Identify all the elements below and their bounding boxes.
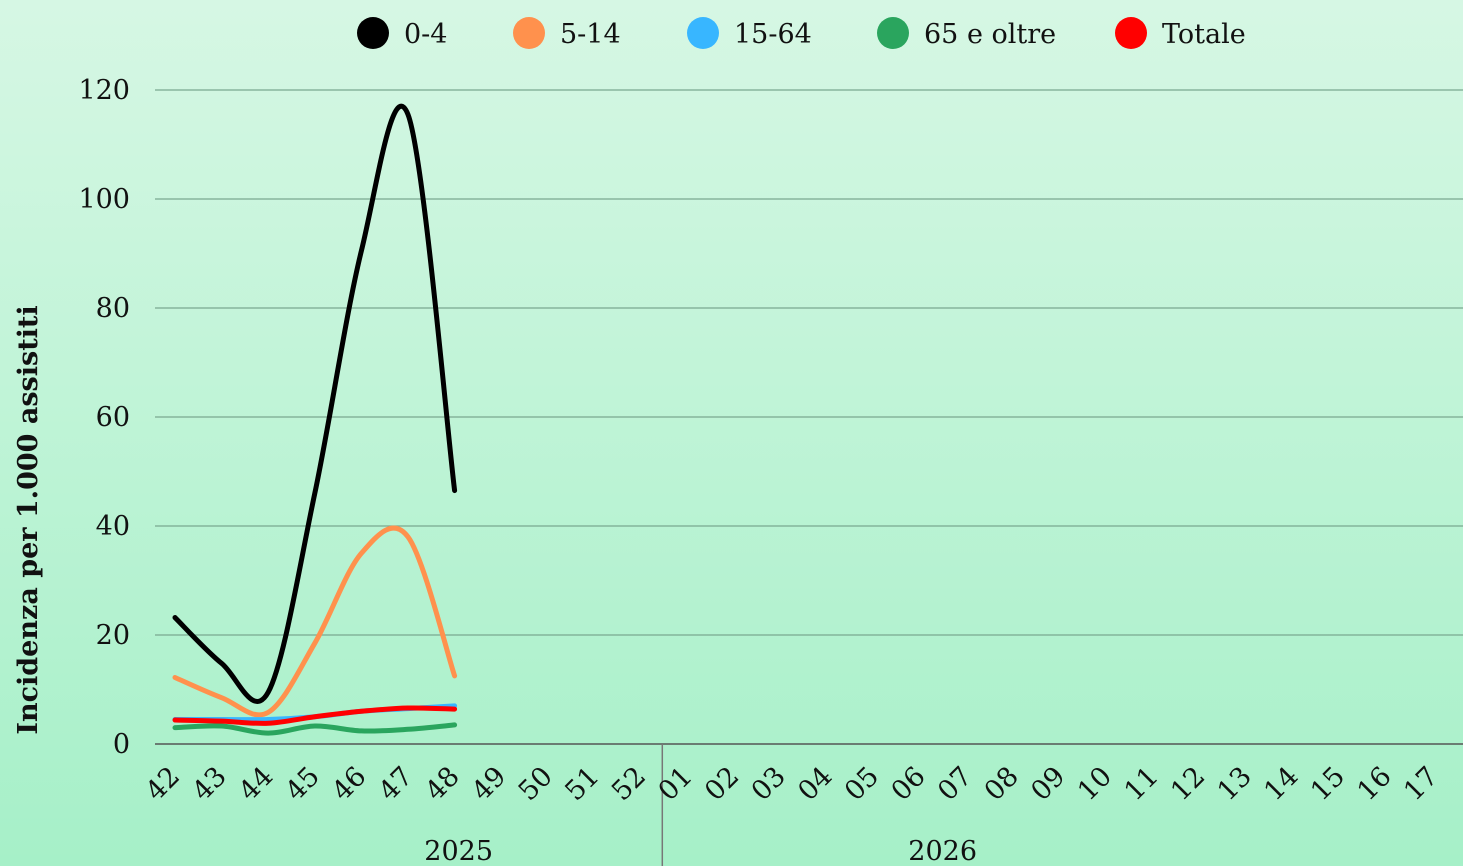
- legend-marker-65-e-oltre: [877, 17, 909, 49]
- x-tick-label: 15: [1305, 761, 1351, 807]
- legend-label-15-64: 15-64: [734, 19, 812, 50]
- legend: 0-4 5-14 15-64 65 e oltre Totale: [357, 17, 1246, 50]
- y-gridlines: [155, 89, 1463, 745]
- x-tick-label: 09: [1025, 761, 1071, 807]
- series-line-65-e-oltre: [172, 722, 458, 736]
- series-line-totale: [172, 705, 458, 726]
- x-tick-label: 17: [1398, 761, 1444, 807]
- y-axis-label: Incidenza per 1.000 assistiti: [13, 305, 44, 734]
- x-tick-label: 11: [1118, 761, 1164, 807]
- x-tick-label: 02: [699, 761, 745, 807]
- y-tick-label: 120: [78, 75, 130, 106]
- legend-label-totale: Totale: [1162, 19, 1246, 50]
- x-tick-label: 42: [140, 761, 186, 807]
- legend-label-0-4: 0-4: [404, 19, 447, 50]
- x-tick-label: 16: [1351, 761, 1397, 807]
- legend-label-5-14: 5-14: [560, 19, 621, 50]
- y-tick-label: 40: [96, 511, 130, 542]
- x-tick-label: 44: [233, 761, 279, 807]
- x-tick-label: 08: [979, 761, 1025, 807]
- x-tick-label: 03: [746, 761, 792, 807]
- x-tick-labels: 42 43 44 45 46 47 48 49 50 51 52 01 02 03 04 05 06 07 08 09…: [140, 761, 1444, 807]
- x-tick-label: 05: [839, 761, 885, 807]
- x-tick-label: 10: [1072, 761, 1118, 807]
- x-tick-label: 50: [513, 761, 559, 807]
- x-tick-label: 52: [606, 761, 652, 807]
- y-tick-label: 0: [113, 729, 130, 760]
- series-line-0-4: [172, 103, 458, 704]
- x-tick-label: 06: [885, 761, 931, 807]
- x-tick-label: 12: [1165, 761, 1211, 807]
- series-lines: [172, 103, 458, 736]
- legend-label-65-e-oltre: 65 e oltre: [924, 19, 1056, 50]
- year-label: 2025: [424, 836, 493, 866]
- legend-marker-5-14: [513, 17, 545, 49]
- y-tick-labels: 0 20 40 60 80 100 120: [78, 75, 130, 760]
- legend-marker-totale: [1115, 17, 1147, 49]
- x-tick-label: 46: [326, 761, 372, 807]
- x-tick-label: 01: [652, 761, 698, 807]
- x-tick-label: 07: [932, 761, 978, 807]
- y-tick-label: 80: [96, 293, 130, 324]
- y-tick-label: 60: [96, 402, 130, 433]
- x-tick-label: 43: [186, 761, 232, 807]
- year-group-labels: 2025 2026: [424, 836, 977, 866]
- year-label: 2026: [908, 836, 977, 866]
- legend-marker-0-4: [357, 17, 389, 49]
- x-tick-label: 14: [1258, 761, 1304, 807]
- legend-marker-15-64: [687, 17, 719, 49]
- x-tick-label: 51: [559, 761, 605, 807]
- x-tick-label: 45: [280, 761, 326, 807]
- y-tick-label: 20: [96, 620, 130, 651]
- x-tick-label: 13: [1212, 761, 1258, 807]
- x-tick-label: 48: [419, 761, 465, 807]
- x-tick-label: 47: [373, 761, 419, 807]
- x-tick-label: 49: [466, 761, 512, 807]
- series-line-5-14: [172, 525, 458, 718]
- y-tick-label: 100: [78, 184, 130, 215]
- x-tick-label: 04: [792, 761, 838, 807]
